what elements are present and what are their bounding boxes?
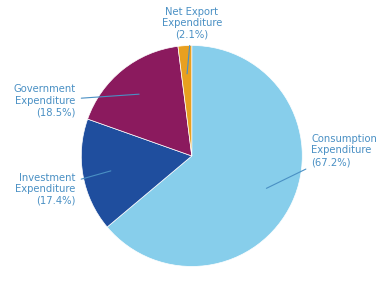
Wedge shape [178, 45, 192, 156]
Wedge shape [81, 119, 192, 227]
Wedge shape [88, 46, 192, 156]
Text: Government
Expenditure
(18.5%): Government Expenditure (18.5%) [14, 84, 139, 117]
Text: Consumption
Expenditure
(67.2%): Consumption Expenditure (67.2%) [266, 134, 377, 188]
Wedge shape [107, 45, 302, 266]
Text: Net Export
Expenditure
(2.1%): Net Export Expenditure (2.1%) [161, 7, 222, 74]
Text: Investment
Expenditure
(17.4%): Investment Expenditure (17.4%) [15, 171, 111, 206]
